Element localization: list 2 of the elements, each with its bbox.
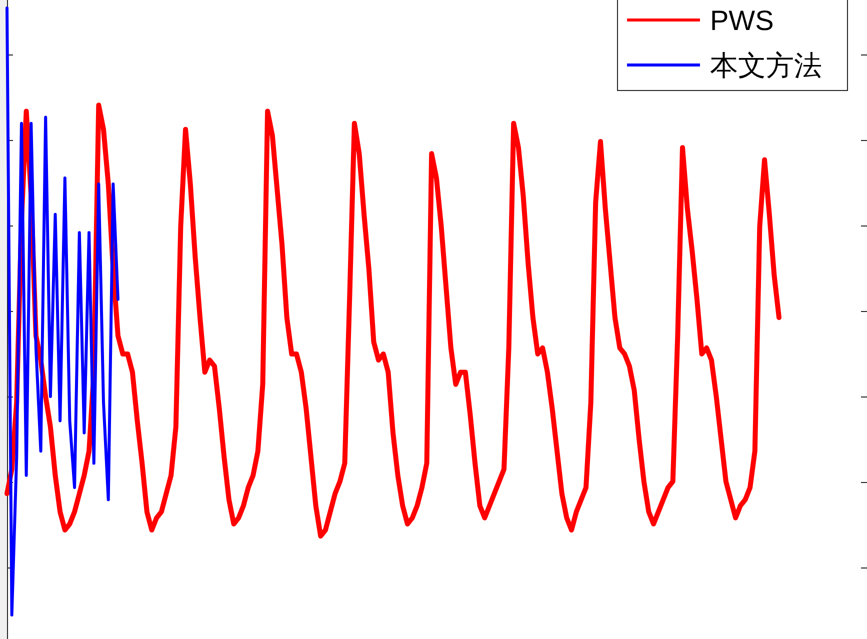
legend-label: 本文方法 [710,50,822,81]
legend-label: PWS [710,5,774,36]
